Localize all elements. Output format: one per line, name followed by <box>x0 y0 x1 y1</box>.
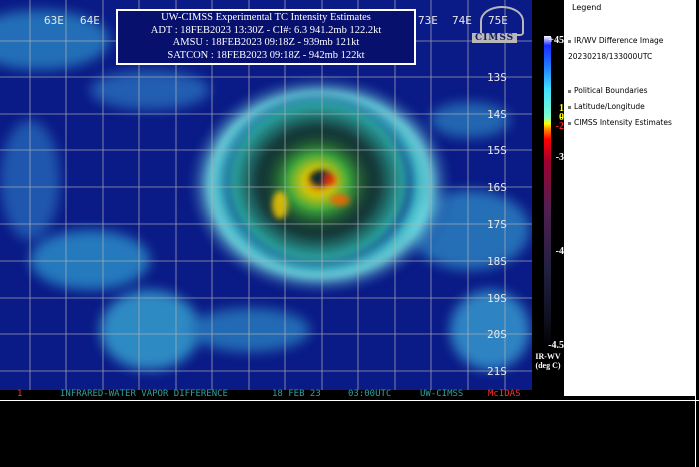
latitude-label: 13S <box>487 71 507 84</box>
satellite-imagery <box>0 0 532 390</box>
longitude-label: 64E <box>80 14 100 27</box>
legend-bullet-icon <box>568 105 571 109</box>
source-name: UW-CIMSS <box>420 389 464 399</box>
legend-bullet-icon <box>568 39 571 43</box>
latitude-label: 16S <box>487 181 507 194</box>
legend-item-intensity-estimates[interactable]: CIMSS Intensity Estimates <box>568 118 672 127</box>
satellite-image: UW-CIMSS Experimental TC Intensity Estim… <box>0 0 532 390</box>
legend-bullet-icon <box>568 121 571 125</box>
logo-mark <box>480 6 524 36</box>
scale-label: -4 <box>555 246 564 257</box>
intensity-estimates-box: UW-CIMSS Experimental TC Intensity Estim… <box>116 9 416 65</box>
image-date: 18 FEB 23 <box>272 389 321 399</box>
scale-units: IR-WV (deg C) <box>535 352 561 370</box>
longitude-label: 74E <box>452 14 472 27</box>
legend-bullet-icon <box>568 89 571 93</box>
longitude-label: 63E <box>44 14 64 27</box>
scale-label-min: -4.5 <box>548 340 564 351</box>
tool-name: McIDAS <box>488 389 521 399</box>
legend-title: Legend <box>572 3 602 12</box>
latitude-label: 19S <box>487 292 507 305</box>
latitude-label: 21S <box>487 365 507 378</box>
scale-label-max: +45 <box>548 35 564 46</box>
longitude-label: 73E <box>418 14 438 27</box>
amsu-estimate: AMSU : 18FEB2023 09:18Z - 939mb 121kt <box>172 37 360 48</box>
satcon-estimate: SATCON : 18FEB2023 09:18Z - 942mb 122kt <box>167 49 365 61</box>
latitude-label: 18S <box>487 255 507 268</box>
frame-divider <box>0 400 699 401</box>
latitude-label: 20S <box>487 328 507 341</box>
color-scale: +45 1 0 -1 -2 -3 -4 -4.5 <box>532 0 568 390</box>
legend-item-lat-lon[interactable]: Latitude/Longitude <box>568 102 645 111</box>
legend-item-label: 20230218/133000UTC <box>568 52 653 61</box>
scale-label: 1 <box>559 103 564 114</box>
scale-label: -2 <box>555 121 564 132</box>
estimates-title: UW-CIMSS Experimental TC Intensity Estim… <box>161 12 371 23</box>
scale-label: -1 <box>538 112 568 123</box>
color-scale-bar <box>544 36 551 349</box>
legend-item-label: Political Boundaries <box>574 86 648 95</box>
status-bar: 1 INFRARED-WATER VAPOR DIFFERENCE 18 FEB… <box>0 389 532 400</box>
latitude-label: 17S <box>487 218 507 231</box>
frame-divider <box>695 0 696 467</box>
image-time: 03:00UTC <box>348 389 392 399</box>
legend-item-label: CIMSS Intensity Estimates <box>574 118 672 127</box>
scale-label: 0 <box>559 112 564 123</box>
legend-panel: Legend IR/WV Difference Image 20230218/1… <box>564 0 695 396</box>
latitude-label: 15S <box>487 144 507 157</box>
product-name: INFRARED-WATER VAPOR DIFFERENCE <box>60 389 228 399</box>
legend-item-timestamp: 20230218/133000UTC <box>568 52 652 61</box>
frame-number: 1 <box>17 389 23 399</box>
legend-item-political-boundaries[interactable]: Political Boundaries <box>568 86 648 95</box>
adt-estimate: ADT : 18FEB2023 13:30Z - CI#: 6.3 941.2m… <box>150 24 382 36</box>
legend-item-ir-wv[interactable]: IR/WV Difference Image <box>568 36 663 45</box>
logo-wordmark: CIMSS <box>472 33 518 43</box>
cimss-logo: CIMSS <box>470 6 528 46</box>
legend-item-label: IR/WV Difference Image <box>574 36 664 45</box>
legend-item-label: Latitude/Longitude <box>574 102 645 111</box>
latitude-label: 14S <box>487 108 507 121</box>
scale-label: -3 <box>555 152 564 163</box>
